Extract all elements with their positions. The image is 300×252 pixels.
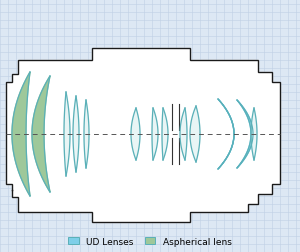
Polygon shape	[73, 97, 79, 172]
Legend: UD Lenses, Aspherical lens: UD Lenses, Aspherical lens	[67, 235, 233, 247]
Polygon shape	[6, 49, 280, 222]
Polygon shape	[152, 109, 158, 160]
Polygon shape	[218, 100, 234, 169]
Polygon shape	[251, 109, 257, 160]
Polygon shape	[162, 109, 168, 160]
Polygon shape	[237, 101, 253, 168]
Polygon shape	[190, 107, 200, 162]
Polygon shape	[84, 101, 89, 168]
Polygon shape	[131, 109, 140, 160]
Polygon shape	[180, 109, 187, 160]
Polygon shape	[12, 73, 30, 196]
Polygon shape	[64, 93, 70, 176]
Polygon shape	[32, 77, 50, 192]
